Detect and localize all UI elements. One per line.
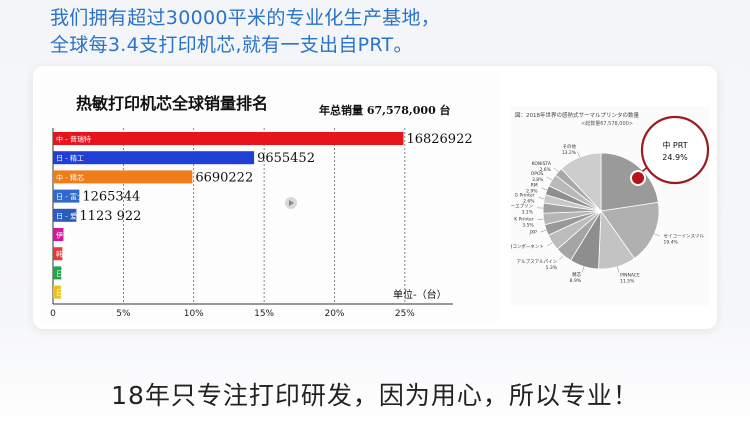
- pie-slice-label: JXP: [529, 229, 537, 235]
- bar-chart-title: 热敏打印机芯全球销量排名: [76, 94, 269, 113]
- pie-title: 図：2018年世界の感熱式サーマルプリンタの数量: [515, 111, 639, 119]
- pie-leader-line: [547, 242, 553, 246]
- bar: [53, 189, 80, 203]
- bar: [53, 266, 62, 280]
- pie-leader-line: [540, 229, 547, 233]
- pie-leader-line: [537, 218, 544, 221]
- pie-slice-label: 精芯: [572, 271, 581, 278]
- headline-line-2: 全球每3.4支打印机芯,就有一支出自PRT。: [50, 34, 413, 56]
- bar: [53, 228, 64, 241]
- pie-slice: [600, 201, 660, 259]
- pie-slice-label: セイコーエプソン: [511, 204, 534, 210]
- callout-label: 中 PRT: [662, 140, 687, 150]
- pie-slice-label: K Printer: [514, 216, 534, 222]
- pie-slice-value: 3.5%: [522, 222, 534, 228]
- x-tick-label: 25%: [395, 309, 415, 319]
- pie-slice-label: G Printer: [515, 193, 535, 199]
- x-tick-label: 20%: [324, 309, 344, 319]
- bar-category-label: 日: [56, 289, 63, 297]
- pie-subtitle: <総数量67,578,000>: [581, 120, 633, 127]
- callout-value: 24.9%: [662, 153, 688, 162]
- bar-value-label: 16826922: [406, 132, 472, 147]
- bar-value-label: 1265344: [82, 190, 140, 205]
- pie-slice-label: アルプスアルパイン: [517, 259, 558, 265]
- footer-slogan: 18年只专注打印研发，因为用心，所以专业！: [111, 381, 639, 410]
- unit-label: 单位-（台）: [393, 288, 447, 301]
- bar-value-label: 9655452: [257, 151, 315, 166]
- pie-slice-value: 13.2%: [562, 150, 577, 156]
- chart-card: 热敏打印机芯全球销量排名 年总销量 67,578,000 台 0 5% 10% 15%…: [33, 66, 717, 329]
- bar-value-label: 1123 922: [79, 209, 141, 224]
- pie-slice-value: 2.6%: [523, 199, 535, 205]
- pie-leader-line: [546, 176, 552, 181]
- pie-slice-value: 11.5%: [620, 278, 635, 284]
- pie-slice-label: その他: [562, 143, 576, 150]
- pie-slice-value: 5.3%: [546, 265, 558, 271]
- pie-slice-label: RM: [531, 182, 538, 188]
- bar-value-label: 6690222: [195, 170, 253, 185]
- pie-slice-value: 19.4%: [664, 240, 679, 246]
- pie-leader-line: [577, 151, 580, 158]
- bar: [53, 170, 193, 184]
- pie-slice-label: 富士通コンポーネント: [511, 243, 544, 250]
- pie-leader-line: [654, 233, 660, 237]
- x-tick-label: 0: [50, 309, 56, 319]
- x-tick-label: 5%: [116, 309, 131, 319]
- bar-category-label: 韩 - 日: [56, 250, 77, 259]
- pie-slice-label: セイコーインスツル: [664, 234, 705, 240]
- bar-category-label: 中 - 精芯: [56, 173, 84, 182]
- x-tick-label: 10%: [184, 309, 204, 319]
- headline-line-1: 我们拥有超过30000平米的专业化生产基地，: [50, 7, 441, 29]
- pie-leader-line: [582, 266, 585, 273]
- pie-slice-value: 2.9%: [526, 188, 538, 194]
- pie-slice-value: 3.8%: [532, 177, 544, 183]
- bar: [53, 285, 61, 299]
- pie-slice: [560, 152, 602, 213]
- pie-leader-line: [538, 197, 545, 199]
- pie-leader-line: [617, 266, 620, 273]
- bar: [53, 208, 77, 222]
- pie-chart: 図：2018年世界の感熱式サーマルプリンタの数量<総数量67,578,000> セ…: [511, 106, 709, 306]
- bar-category-label: 中 - 普瑞特: [56, 135, 91, 144]
- pie-leader-line: [559, 255, 564, 260]
- pie-slice-value: 8.9%: [570, 278, 582, 284]
- bar-chart-total: 年总销量 67,578,000 台: [319, 104, 451, 117]
- pie-slice-label: PINNACE: [620, 272, 640, 278]
- x-tick-label: 15%: [254, 309, 274, 319]
- play-triangle-icon: [289, 200, 294, 206]
- bar: [53, 151, 255, 165]
- bar-category-label: 日 - 精工: [56, 154, 84, 163]
- bar-category-label: 伊 - 法: [56, 231, 77, 240]
- pie-slice-label: KONISTA: [532, 161, 552, 167]
- bar: [53, 132, 404, 145]
- pie-leader-line: [553, 167, 559, 172]
- bar-chart-panel: 热敏打印机芯全球销量排名 年总销量 67,578,000 台 0 5% 10% 15%…: [41, 72, 499, 322]
- pie-slice: [600, 152, 659, 212]
- bar: [53, 247, 63, 261]
- pie-leader-line: [541, 187, 547, 191]
- callout-circle: [640, 115, 709, 185]
- pie-slice-value: 2.6%: [539, 167, 551, 173]
- bar-category-label: 日 - 爱普生: [56, 211, 91, 220]
- pie-slice-label: OPOS: [531, 171, 544, 177]
- bar-category-label: 日 - 富士通: [56, 192, 91, 201]
- callout-marker-dot: [630, 170, 646, 186]
- bar-chart: 0 5% 10% 15% 20% 25% 单位-（台） 中 - 普瑞特 16826922 日 - …: [50, 128, 473, 319]
- pie-slice-value: 3.1%: [522, 210, 534, 216]
- bar-category-label: 日 -: [56, 270, 68, 278]
